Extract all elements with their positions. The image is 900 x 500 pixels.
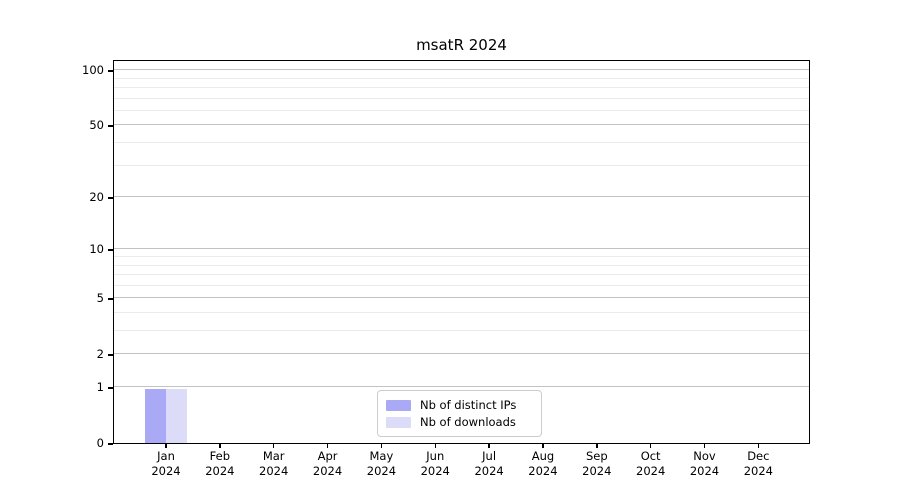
legend-swatch-distinct-ips-icon xyxy=(386,399,411,411)
x-tick-year: 2024 xyxy=(689,464,720,478)
gridline-minor xyxy=(114,264,809,266)
y-tick-label: 20 xyxy=(89,190,104,205)
x-tick-year: 2024 xyxy=(636,464,666,478)
gridline-major xyxy=(114,248,809,250)
x-tick-month: Apr xyxy=(317,449,338,463)
x-tick-label: Jun 2024 xyxy=(403,449,467,479)
y-axis-tick xyxy=(108,125,113,127)
gridline-minor xyxy=(114,77,809,79)
x-tick-month: Mar xyxy=(262,449,285,463)
gridline-major xyxy=(114,69,809,71)
gridline-minor xyxy=(114,330,809,331)
x-tick-year: 2024 xyxy=(259,464,289,478)
x-tick-year: 2024 xyxy=(743,464,773,478)
y-axis-tick xyxy=(108,443,113,445)
y-axis-tick xyxy=(108,387,113,389)
x-tick-month: Sep xyxy=(585,449,608,463)
gridline-minor xyxy=(114,274,809,276)
x-tick-label: Jul 2024 xyxy=(457,449,521,479)
x-axis-tick xyxy=(272,444,275,448)
gridline-minor xyxy=(114,97,809,99)
x-tick-month: Jan xyxy=(157,449,175,463)
gridline-major xyxy=(114,297,809,299)
x-tick-label: Mar 2024 xyxy=(242,449,306,479)
gridline-minor xyxy=(114,142,809,143)
legend-item-distinct-ips: Nb of distinct IPs xyxy=(386,397,535,412)
legend-label-distinct-ips: Nb of distinct IPs xyxy=(420,397,517,412)
x-axis-tick xyxy=(703,444,706,448)
x-axis-tick xyxy=(326,444,329,448)
y-axis-tick xyxy=(108,354,113,356)
y-tick-label: 100 xyxy=(82,63,104,78)
y-tick-label: 0 xyxy=(96,436,104,450)
gridline-major xyxy=(114,196,809,198)
gridline-minor xyxy=(114,164,809,166)
gridline-minor xyxy=(114,87,809,88)
x-tick-label: Jan 2024 xyxy=(134,449,198,479)
x-axis-tick xyxy=(488,444,490,448)
y-axis-tick xyxy=(108,70,113,72)
y-axis-tick xyxy=(108,298,113,300)
x-tick-month: Oct xyxy=(640,449,661,463)
chart-title: msatR 2024 xyxy=(416,36,507,54)
legend-item-downloads: Nb of downloads xyxy=(386,414,535,429)
x-tick-month: Feb xyxy=(209,449,231,463)
x-tick-label: Oct 2024 xyxy=(619,449,683,479)
x-tick-year: 2024 xyxy=(582,464,612,478)
x-axis-tick xyxy=(380,444,383,448)
y-tick-label: 2 xyxy=(96,347,104,362)
gridline-minor xyxy=(114,255,809,257)
y-tick-label: 5 xyxy=(96,291,104,306)
bar-distinct-ips xyxy=(144,388,166,443)
x-tick-month: May xyxy=(369,449,394,463)
gridline-minor xyxy=(114,284,809,286)
x-tick-month: Nov xyxy=(693,449,716,463)
x-tick-label: Nov 2024 xyxy=(673,449,737,479)
x-tick-label: Dec 2024 xyxy=(726,449,790,479)
y-axis-tick xyxy=(108,249,113,251)
x-tick-year: 2024 xyxy=(205,464,235,478)
x-axis-tick xyxy=(434,444,436,448)
legend-swatch-downloads-icon xyxy=(386,416,411,428)
x-tick-year: 2024 xyxy=(151,464,181,478)
y-tick-label: 50 xyxy=(89,118,104,133)
x-axis-tick xyxy=(649,444,652,448)
x-tick-month: Jun xyxy=(426,449,445,463)
gridline-major xyxy=(114,353,809,355)
gridline-minor xyxy=(114,109,809,111)
x-tick-year: 2024 xyxy=(474,464,504,478)
y-tick-label: 10 xyxy=(89,242,104,257)
gridline-major xyxy=(114,124,809,126)
x-tick-year: 2024 xyxy=(528,464,558,478)
x-tick-label: Sep 2024 xyxy=(565,449,629,479)
gridline-minor xyxy=(114,311,809,313)
y-tick-label: 1 xyxy=(96,380,104,394)
x-tick-month: Jul xyxy=(482,449,497,463)
x-tick-month: Dec xyxy=(747,449,770,463)
bar-downloads xyxy=(165,388,187,443)
legend: Nb of distinct IPs Nb of downloads xyxy=(377,390,542,437)
x-tick-label: Apr 2024 xyxy=(296,449,360,479)
legend-label-downloads: Nb of downloads xyxy=(420,414,516,429)
x-axis-tick xyxy=(757,444,760,448)
gridline-major xyxy=(114,386,809,387)
x-tick-year: 2024 xyxy=(366,464,397,478)
x-axis-tick xyxy=(542,444,544,448)
x-tick-label: Feb 2024 xyxy=(188,449,252,479)
x-axis-tick xyxy=(219,444,221,448)
x-tick-year: 2024 xyxy=(312,464,343,478)
x-tick-label: Aug 2024 xyxy=(511,449,575,479)
plot-area xyxy=(113,60,810,444)
x-axis-tick xyxy=(596,444,598,448)
x-axis-tick xyxy=(165,444,167,448)
y-axis-tick xyxy=(108,197,113,199)
x-tick-month: Aug xyxy=(531,449,555,463)
x-tick-label: May 2024 xyxy=(349,449,413,479)
x-tick-year: 2024 xyxy=(420,464,450,478)
